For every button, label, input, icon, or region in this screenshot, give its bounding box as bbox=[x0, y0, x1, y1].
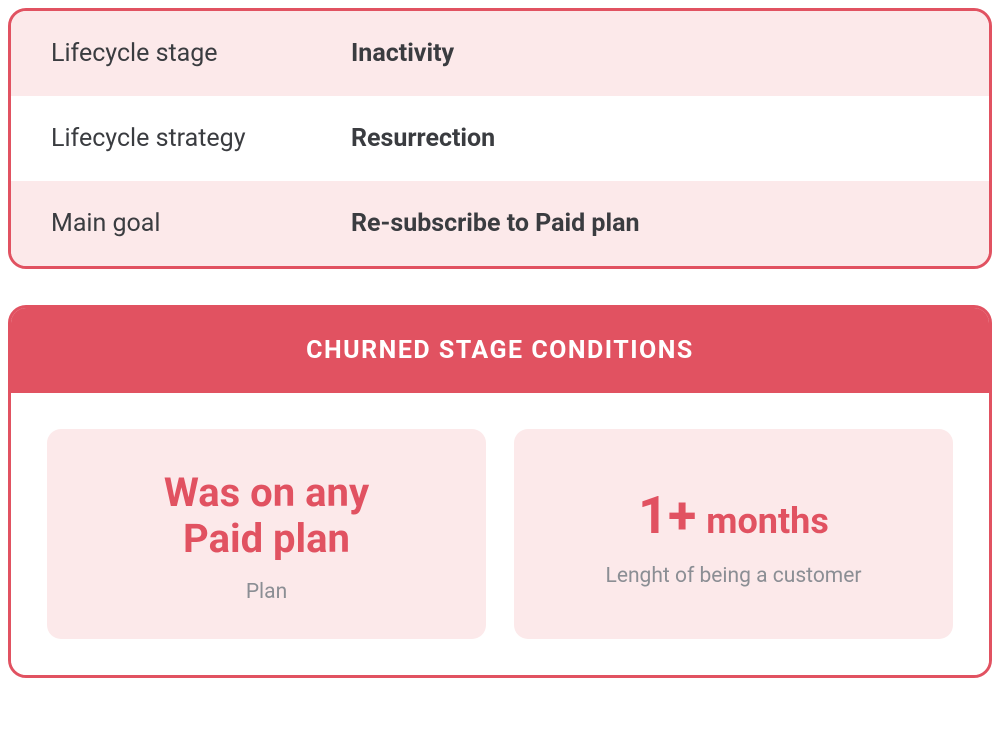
summary-label: Lifecycle stage bbox=[51, 39, 351, 68]
summary-label: Main goal bbox=[51, 209, 351, 238]
lifecycle-summary-card: Lifecycle stage Inactivity Lifecycle str… bbox=[8, 8, 992, 269]
summary-value: Resurrection bbox=[351, 124, 495, 153]
condition-tile-plan: Was on anyPaid plan Plan bbox=[47, 429, 486, 639]
summary-value: Inactivity bbox=[351, 39, 454, 68]
condition-subtitle: Lenght of being a customer bbox=[606, 564, 862, 588]
conditions-body: Was on anyPaid plan Plan 1+ months Lengh… bbox=[11, 393, 989, 675]
condition-tile-duration: 1+ months Lenght of being a customer bbox=[514, 429, 953, 639]
summary-row-stage: Lifecycle stage Inactivity bbox=[11, 11, 989, 96]
summary-label: Lifecycle strategy bbox=[51, 124, 351, 153]
condition-title: 1+ months bbox=[638, 486, 829, 546]
summary-row-main-goal: Main goal Re-subscribe to Paid plan bbox=[11, 181, 989, 266]
conditions-header: CHURNED STAGE CONDITIONS bbox=[11, 308, 989, 393]
condition-title: Was on anyPaid plan bbox=[164, 470, 369, 562]
summary-row-strategy: Lifecycle strategy Resurrection bbox=[11, 96, 989, 181]
summary-value: Re-subscribe to Paid plan bbox=[351, 209, 639, 238]
churned-conditions-card: CHURNED STAGE CONDITIONS Was on anyPaid … bbox=[8, 305, 992, 678]
condition-subtitle: Plan bbox=[246, 580, 287, 604]
